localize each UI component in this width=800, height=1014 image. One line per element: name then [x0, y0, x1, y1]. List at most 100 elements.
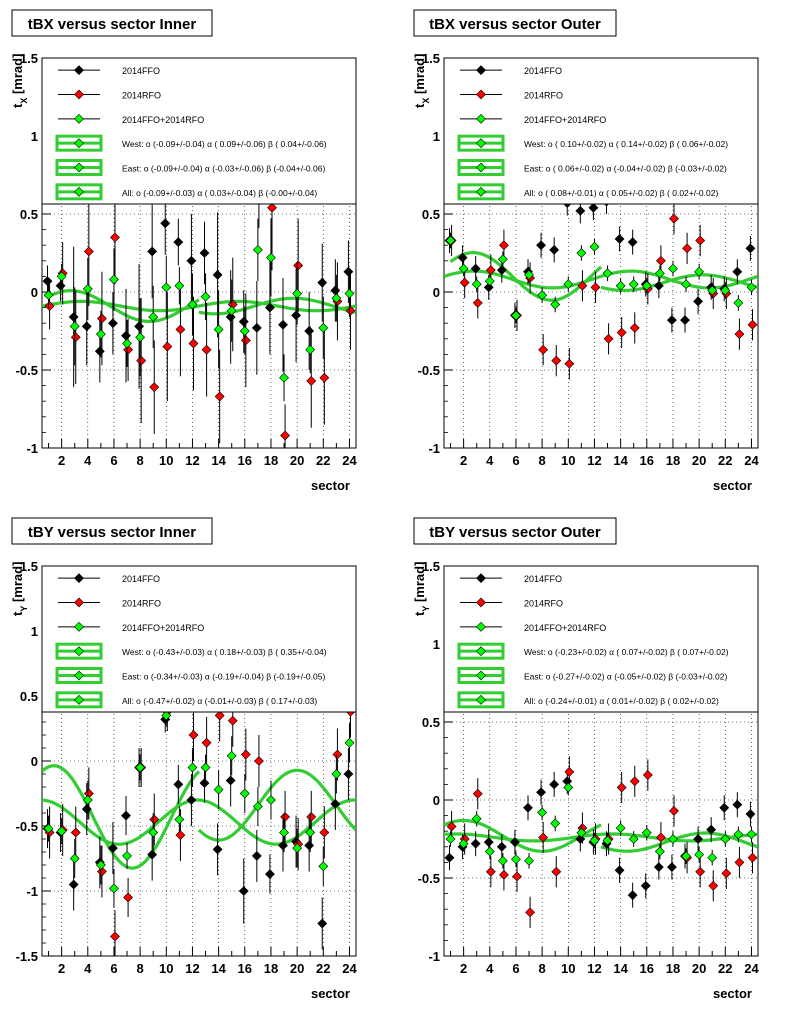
y-tick-label: -1 [428, 949, 440, 964]
chart-title: tBY versus sector Inner [28, 524, 196, 541]
ffo-point [278, 840, 288, 851]
combined-point [187, 299, 198, 310]
x-tick-label: 24 [342, 961, 357, 976]
rfo-point [616, 327, 627, 338]
combined-point [252, 801, 263, 812]
ffo-point [627, 237, 638, 248]
rfo-point [603, 333, 614, 344]
y-axis-label-unit: [mrad] [412, 54, 427, 98]
x-tick-label: 8 [539, 453, 546, 468]
ffo-point [225, 775, 236, 786]
rfo-point [472, 297, 483, 308]
ffo-point [444, 852, 455, 863]
y-tick-label: 1.5 [422, 51, 440, 66]
legend-box [443, 565, 759, 713]
rfo-point [538, 344, 549, 355]
rfo-point [564, 358, 575, 369]
x-tick-label: 22 [718, 453, 732, 468]
rfo-point [616, 782, 627, 793]
x-tick-label: 14 [613, 453, 628, 468]
combined-point [654, 268, 665, 279]
y-axis-label-unit: [mrad] [10, 54, 25, 98]
combined-point [641, 280, 652, 291]
ffo-point [588, 202, 599, 213]
combined-point [484, 846, 495, 857]
combined-point [292, 843, 303, 854]
ffo-point [693, 296, 704, 307]
ffo-point [147, 246, 158, 257]
rfo-point [708, 880, 719, 891]
fit-curve-east [198, 296, 356, 316]
x-tick-label: 18 [264, 961, 278, 976]
y-tick-label: 1.5 [20, 51, 38, 66]
y-tick-label: 0.5 [20, 207, 38, 222]
rfo-point [655, 255, 666, 266]
ffo-point [470, 263, 481, 274]
ffo-point [732, 799, 743, 810]
x-tick-label: 8 [137, 961, 144, 976]
ffo-point [160, 218, 171, 229]
legend-label: 2014FFO [524, 574, 562, 584]
data-layer [444, 189, 758, 380]
rfo-point [695, 235, 706, 246]
x-tick-label: 10 [561, 453, 575, 468]
combined-point [161, 282, 172, 293]
combined-point [279, 372, 289, 383]
rfo-point [485, 265, 496, 276]
ffo-point [719, 802, 730, 813]
rfo-point [734, 857, 745, 868]
rfo-point [747, 852, 758, 863]
combined-point [174, 280, 185, 291]
rfo-point [306, 375, 317, 386]
rfo-point [136, 355, 147, 366]
y-tick-label: -0.5 [16, 819, 38, 834]
combined-point [563, 782, 574, 793]
legend-fit-marker [476, 646, 486, 657]
combined-point [148, 312, 159, 322]
ffo-point [614, 865, 625, 876]
y-tick-label: -1 [26, 441, 38, 456]
ffo-point [470, 838, 481, 849]
combined-point [602, 268, 613, 279]
combined-point [576, 827, 587, 838]
combined-point [43, 823, 54, 834]
ffo-point [238, 886, 249, 896]
ffo-point [509, 837, 520, 848]
ffo-point [199, 778, 210, 789]
legend-fit-label: All: o ( 0.08+/-0.01) α ( 0.05+/-0.02) β… [524, 188, 718, 198]
legend-marker [74, 89, 84, 100]
rfo-point [149, 382, 160, 393]
x-axis-label: sector [713, 986, 752, 1001]
chart-title: tBX versus sector Inner [28, 16, 197, 33]
x-tick-label: 18 [666, 453, 680, 468]
ffo-point [173, 237, 184, 248]
y-tick-label: 0.5 [422, 715, 440, 730]
y-tick-label: -1 [26, 884, 38, 899]
x-tick-label: 22 [718, 961, 732, 976]
combined-point [589, 241, 600, 252]
y-axis-label-unit: [mrad] [412, 562, 427, 606]
x-axis-label: sector [713, 478, 752, 493]
x-tick-label: 4 [486, 961, 494, 976]
combined-point [135, 332, 146, 343]
legend-fit-marker [476, 138, 486, 149]
x-tick-label: 12 [185, 961, 199, 976]
combined-point [213, 324, 224, 335]
ffo-point [693, 834, 704, 844]
combined-point [550, 299, 561, 310]
y-tick-label: -1 [428, 441, 440, 456]
x-tick-label: 16 [238, 453, 252, 468]
combined-point [318, 322, 329, 333]
legend-label: 2014FFO+2014RFO [524, 115, 606, 125]
ffo-point [745, 809, 756, 819]
x-tick-label: 2 [58, 961, 65, 976]
y-tick-label: 0.5 [422, 207, 440, 222]
ffo-point [251, 850, 262, 861]
ffo-point [496, 265, 507, 276]
rfo-point [70, 827, 81, 838]
legend-fit-marker [74, 646, 84, 657]
combined-point [226, 750, 237, 761]
rfo-point [525, 907, 536, 918]
x-tick-label: 18 [666, 961, 680, 976]
